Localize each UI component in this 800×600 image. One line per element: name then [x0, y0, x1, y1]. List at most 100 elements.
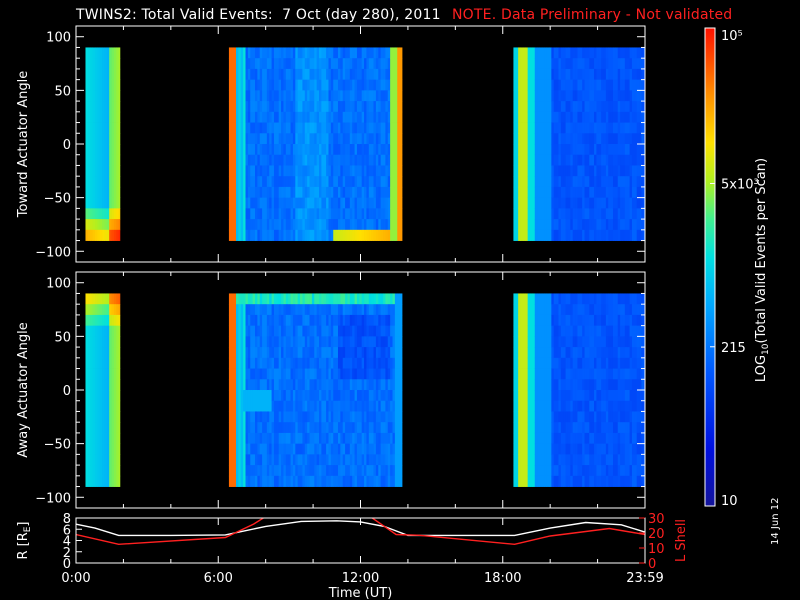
- heat-cell: [584, 400, 588, 412]
- heat-cell: [288, 400, 291, 412]
- heat-cell: [292, 58, 296, 70]
- heat-cell: [596, 325, 600, 337]
- heat-cell: [113, 465, 117, 477]
- heat-cell: [349, 133, 353, 145]
- heat-cell: [118, 357, 121, 369]
- heat-cell: [356, 357, 360, 369]
- heat-cell: [534, 219, 538, 231]
- heat-cell: [553, 101, 557, 113]
- heat-cell: [309, 197, 313, 209]
- heat-cell: [307, 101, 310, 113]
- heat-cell: [636, 219, 640, 231]
- heat-cell: [596, 465, 600, 477]
- heat-cell: [546, 411, 550, 423]
- heat-cell: [276, 304, 280, 316]
- heat-cell: [236, 101, 239, 113]
- heat-cell: [563, 229, 566, 241]
- heat-cell: [352, 293, 355, 305]
- heat-cell: [292, 304, 296, 316]
- heat-cell: [311, 357, 315, 369]
- heat-cell: [333, 379, 337, 391]
- heat-cell: [530, 90, 533, 102]
- heat-cell: [340, 443, 344, 455]
- heat-cell: [530, 122, 533, 134]
- heat-cell: [85, 68, 89, 81]
- heat-cell: [252, 432, 256, 445]
- heat-cell: [556, 90, 559, 102]
- heat-cell: [111, 197, 115, 209]
- heat-cell: [591, 465, 595, 477]
- heat-cell: [347, 197, 351, 209]
- heat-cell: [113, 47, 117, 59]
- heat-cell: [314, 176, 318, 188]
- heat-cell: [113, 144, 117, 156]
- heat-cell: [102, 443, 105, 455]
- heat-cell: [622, 101, 626, 113]
- heat-cell: [238, 79, 242, 91]
- heat-cell: [371, 304, 374, 316]
- heat-cell: [97, 400, 101, 412]
- heat-cell: [278, 347, 282, 359]
- heat-cell: [631, 144, 635, 156]
- heat-cell: [285, 357, 289, 369]
- heat-cell: [87, 454, 91, 466]
- heat-cell: [594, 58, 597, 70]
- heat-cell: [252, 304, 256, 316]
- heat-cell: [560, 47, 564, 59]
- heat-cell: [518, 432, 521, 445]
- heat-cell: [385, 368, 389, 380]
- heat-cell: [352, 122, 355, 134]
- heat-cell: [615, 422, 619, 434]
- heat-cell: [634, 101, 638, 113]
- heat-cell: [373, 475, 377, 487]
- heat-cell: [558, 197, 562, 209]
- heat-cell: [589, 390, 593, 402]
- heat-cell: [240, 154, 244, 166]
- heat-cell: [335, 293, 339, 305]
- heat-cell: [302, 411, 306, 423]
- heat-cell: [537, 197, 540, 209]
- heat-cell: [264, 154, 268, 166]
- heat-cell: [349, 293, 353, 305]
- heat-cell: [544, 58, 548, 70]
- heat-cell: [333, 208, 337, 220]
- heat-cell: [104, 379, 108, 391]
- heat-cell: [116, 58, 120, 70]
- heat-cell: [567, 165, 571, 177]
- heat-cell: [612, 390, 616, 402]
- heat-cell: [553, 411, 557, 423]
- heat-cell: [397, 229, 401, 241]
- heat-cell: [624, 111, 628, 123]
- heat-cell: [228, 390, 232, 402]
- heat-cell: [366, 219, 370, 231]
- heat-cell: [349, 122, 353, 134]
- heat-cell: [340, 454, 344, 466]
- heat-cell: [87, 379, 91, 391]
- heat-cell: [617, 197, 621, 209]
- heat-cell: [321, 432, 325, 445]
- heat-cell: [378, 400, 382, 412]
- heat-cell: [378, 58, 382, 70]
- heat-cell: [335, 122, 339, 134]
- heat-cell: [304, 165, 308, 177]
- heat-cell: [281, 390, 284, 402]
- heat-cell: [250, 411, 254, 423]
- heat-cell: [247, 165, 251, 177]
- heat-cell: [610, 454, 614, 466]
- heat-cell: [347, 368, 351, 380]
- heat-cell: [397, 90, 401, 102]
- heat-cell: [354, 68, 358, 81]
- heat-cell: [106, 111, 110, 123]
- heat-cell: [278, 443, 282, 455]
- heat-cell: [577, 101, 581, 113]
- heat-cell: [309, 432, 313, 445]
- heat-cell: [337, 229, 341, 241]
- heat-cell: [605, 186, 609, 199]
- heat-cell: [527, 144, 531, 156]
- heat-cell: [556, 432, 559, 445]
- heat-cell: [605, 432, 609, 445]
- heat-cell: [392, 293, 396, 305]
- heat-cell: [558, 122, 562, 134]
- heat-cell: [399, 90, 403, 102]
- heat-cell: [240, 122, 244, 134]
